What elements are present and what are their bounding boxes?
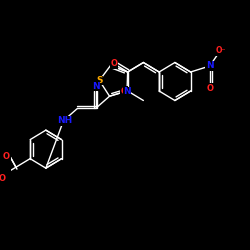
Text: O: O [3,152,10,161]
Text: S: S [96,76,102,85]
Text: N: N [206,62,214,70]
Text: O: O [111,60,118,68]
Text: NH: NH [57,116,72,125]
Text: N: N [123,88,131,96]
Text: O⁻: O⁻ [216,46,226,55]
Text: O: O [0,174,5,183]
Text: O: O [120,86,127,96]
Text: O: O [206,84,213,92]
Text: N: N [92,82,100,91]
